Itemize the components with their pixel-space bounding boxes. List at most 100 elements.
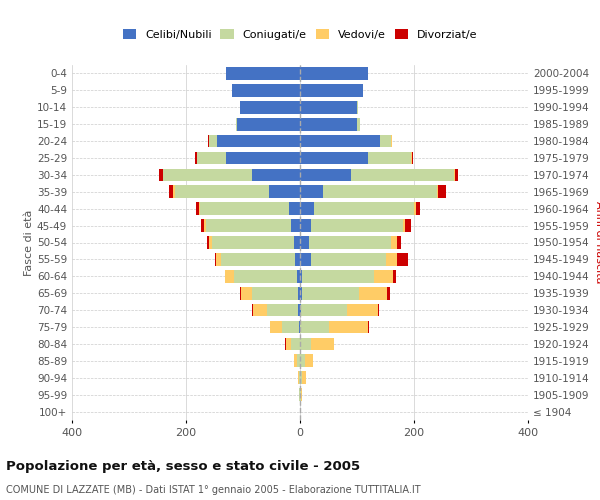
Bar	[300, 354, 305, 367]
Bar	[305, 354, 313, 367]
Bar	[241, 287, 252, 300]
Bar	[200, 202, 289, 215]
Bar	[300, 168, 352, 181]
Bar	[295, 253, 300, 266]
Y-axis label: Anni di nascita: Anni di nascita	[593, 201, 600, 284]
Bar	[199, 202, 200, 215]
Bar	[236, 118, 238, 130]
Bar	[300, 67, 368, 80]
Bar	[438, 186, 446, 198]
Bar	[221, 253, 295, 266]
Bar	[252, 287, 298, 300]
Bar	[195, 152, 197, 164]
Bar	[300, 202, 314, 215]
Bar	[175, 186, 269, 198]
Bar	[300, 287, 302, 300]
Bar	[212, 236, 295, 249]
Bar	[387, 287, 390, 300]
Bar	[159, 168, 163, 181]
Bar	[209, 134, 217, 147]
Bar	[295, 236, 300, 249]
Bar	[300, 186, 323, 198]
Bar	[300, 84, 362, 96]
Bar	[217, 134, 300, 147]
Bar	[298, 372, 299, 384]
Bar	[300, 152, 368, 164]
Bar	[299, 320, 300, 334]
Bar	[251, 168, 300, 181]
Bar	[226, 270, 234, 282]
Bar	[302, 270, 374, 282]
Bar	[206, 220, 292, 232]
Bar	[202, 220, 204, 232]
Bar	[391, 236, 397, 249]
Bar	[329, 320, 368, 334]
Bar	[292, 338, 300, 350]
Bar	[300, 320, 329, 334]
Bar	[234, 270, 296, 282]
Bar	[286, 338, 292, 350]
Bar	[163, 168, 251, 181]
Bar	[374, 270, 394, 282]
Legend: Celibi/Nubili, Coniugati/e, Vedovi/e, Divorziat/e: Celibi/Nubili, Coniugati/e, Vedovi/e, Di…	[118, 24, 482, 44]
Bar	[299, 372, 300, 384]
Bar	[314, 202, 414, 215]
Bar	[352, 168, 454, 181]
Bar	[437, 186, 438, 198]
Bar	[204, 220, 206, 232]
Bar	[302, 287, 359, 300]
Bar	[226, 152, 300, 164]
Bar	[300, 118, 357, 130]
Bar	[209, 236, 212, 249]
Bar	[232, 84, 300, 96]
Bar	[394, 270, 397, 282]
Bar	[282, 320, 299, 334]
Bar	[253, 304, 267, 316]
Bar	[298, 304, 300, 316]
Bar	[297, 354, 300, 367]
Bar	[300, 236, 308, 249]
Text: COMUNE DI LAZZATE (MB) - Dati ISTAT 1° gennaio 2005 - Elaborazione TUTTITALIA.IT: COMUNE DI LAZZATE (MB) - Dati ISTAT 1° g…	[6, 485, 421, 495]
Bar	[173, 186, 175, 198]
Bar	[301, 304, 347, 316]
Text: Popolazione per età, sesso e stato civile - 2005: Popolazione per età, sesso e stato civil…	[6, 460, 360, 473]
Bar	[414, 202, 416, 215]
Bar	[300, 270, 302, 282]
Bar	[455, 168, 458, 181]
Bar	[215, 253, 221, 266]
Bar	[294, 354, 297, 367]
Bar	[298, 287, 300, 300]
Bar	[412, 152, 413, 164]
Bar	[226, 67, 300, 80]
Bar	[308, 236, 391, 249]
Bar	[359, 287, 387, 300]
Bar	[271, 320, 282, 334]
Bar	[380, 134, 391, 147]
Bar	[386, 253, 397, 266]
Bar	[238, 118, 300, 130]
Bar	[368, 152, 411, 164]
Bar	[397, 236, 401, 249]
Bar	[240, 101, 300, 114]
Bar	[300, 220, 311, 232]
Bar	[300, 134, 380, 147]
Bar	[397, 253, 408, 266]
Bar	[300, 101, 357, 114]
Bar	[196, 202, 199, 215]
Y-axis label: Fasce di età: Fasce di età	[24, 210, 34, 276]
Bar	[300, 304, 301, 316]
Bar	[454, 168, 455, 181]
Bar	[289, 202, 300, 215]
Bar	[207, 236, 209, 249]
Bar	[357, 118, 360, 130]
Bar	[169, 186, 173, 198]
Bar	[292, 220, 300, 232]
Bar	[403, 220, 406, 232]
Bar	[267, 304, 298, 316]
Bar	[301, 388, 302, 401]
Bar	[300, 338, 311, 350]
Bar	[197, 152, 226, 164]
Bar	[311, 253, 386, 266]
Bar	[347, 304, 378, 316]
Bar	[416, 202, 420, 215]
